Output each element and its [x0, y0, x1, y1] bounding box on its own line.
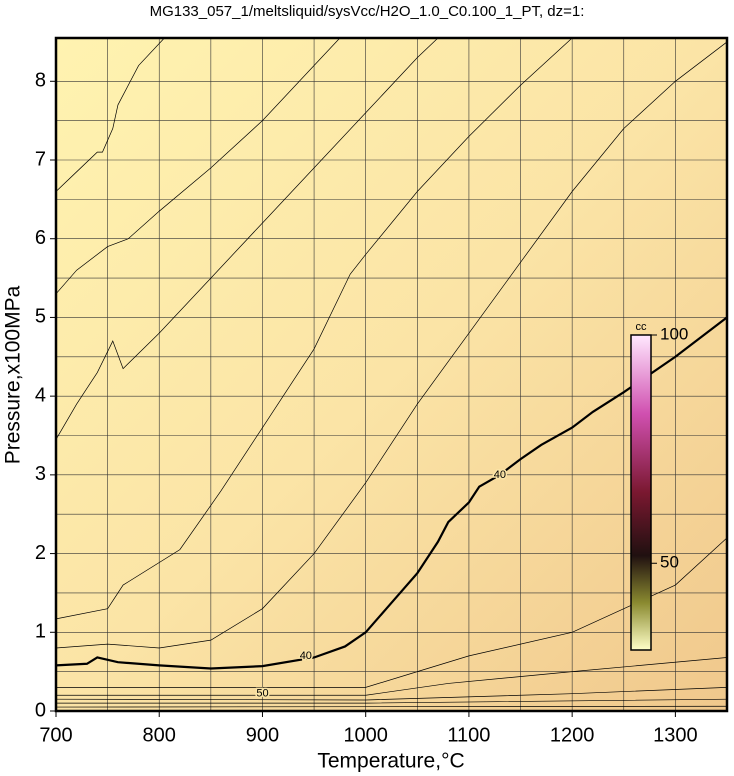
contour-line	[55, 37, 439, 440]
chart-title: MG133_057_1/meltsliquid/sysVcc/H2O_1.0_C…	[150, 3, 585, 20]
y-tick-label: 6	[35, 227, 46, 249]
x-tick-label: 900	[246, 724, 279, 746]
contour-line	[55, 37, 573, 620]
colorbar-tick-label: 50	[660, 553, 679, 572]
x-tick-label: 1200	[550, 724, 595, 746]
contour-line	[56, 537, 728, 688]
contour-line	[55, 687, 728, 701]
contour-line	[55, 37, 341, 295]
y-tick-label: 1	[35, 621, 46, 643]
contour-line	[55, 705, 728, 708]
y-tick-label: 3	[35, 463, 46, 485]
y-tick-label: 8	[35, 70, 46, 92]
x-tick-label: 1100	[447, 724, 490, 746]
x-tick-label: 1000	[343, 724, 388, 746]
y-tick-label: 2	[35, 542, 46, 564]
x-axis-label: Temperature,°C	[317, 750, 464, 773]
x-tick-label: 1300	[653, 724, 698, 746]
contour-line	[56, 657, 728, 696]
colorbar	[630, 334, 652, 651]
y-axis-label: Pressure,x100MPa	[2, 285, 25, 464]
contour-line	[55, 41, 728, 649]
y-tick-label: 5	[35, 306, 46, 328]
x-tick-label: 700	[39, 724, 72, 746]
contour-line	[56, 698, 728, 704]
y-tick-label: 7	[35, 148, 46, 170]
y-tick-label: 0	[35, 699, 46, 721]
plot-background	[56, 38, 727, 711]
colorbar-tick-label: 100	[660, 324, 688, 343]
contour-label: 40	[300, 650, 312, 662]
colorbar-label: cc	[636, 321, 648, 333]
plot-frame	[54, 36, 729, 713]
contour-line	[55, 37, 165, 192]
contour-label: 40	[494, 469, 506, 481]
contour-line	[55, 316, 728, 670]
y-tick-label: 4	[35, 384, 46, 406]
x-tick-label: 800	[143, 724, 176, 746]
contour-label: 50	[256, 688, 268, 700]
